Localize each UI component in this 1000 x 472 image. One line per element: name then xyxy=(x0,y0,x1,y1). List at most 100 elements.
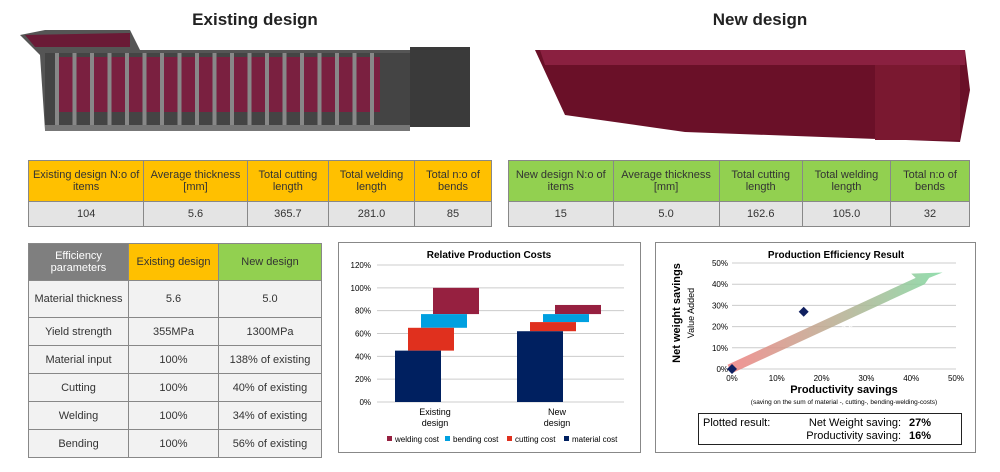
cell-value: 100% xyxy=(128,373,219,402)
legend-label: welding cost xyxy=(394,435,440,444)
plotted-result-box: Plotted result: Net Weight saving: 27% P… xyxy=(698,413,962,445)
cell-value: 162.6 xyxy=(718,201,803,227)
cell-value: 32 xyxy=(890,201,970,227)
column-header: Existing design N:o of items xyxy=(27,160,145,202)
column-header: Total n:o of bends xyxy=(890,160,970,202)
row-label: Cutting xyxy=(28,373,129,402)
y-tick-label: 20% xyxy=(355,375,371,384)
net-weight-label: Net Weight saving: xyxy=(808,417,901,429)
column-header: Total welding length xyxy=(801,160,892,202)
y-tick-label: 80% xyxy=(355,307,371,316)
productivity-value: 16% xyxy=(909,430,932,442)
x-tick-label: 20% xyxy=(814,374,830,383)
data-point xyxy=(727,364,737,374)
cell-value: 100% xyxy=(128,345,219,374)
row-label: Material thickness xyxy=(28,280,129,318)
header-parameters: Efficiency parameters xyxy=(28,243,129,281)
x-tick-label: design xyxy=(544,418,571,428)
table-row: Welding 100% 34% of existing xyxy=(28,401,322,430)
plotted-result-label: Plotted result: xyxy=(703,417,771,429)
legend-swatch xyxy=(387,436,392,441)
cell-value: 5.6 xyxy=(128,280,219,318)
table-row: Yield strength 355MPa 1300MPa xyxy=(28,317,322,346)
y-tick-label: 30% xyxy=(712,301,728,310)
new-design-image xyxy=(535,50,970,142)
column-header: New design N:o of items xyxy=(508,160,614,202)
table-row: Material thickness 5.6 5.0 xyxy=(28,280,322,318)
cell-value: 5.0 xyxy=(218,280,322,318)
legend-label: bending cost xyxy=(453,435,499,444)
row-label: Bending xyxy=(28,429,129,458)
bar-cutting-cost xyxy=(408,327,454,351)
x-tick-label: 40% xyxy=(903,374,919,383)
cell-value: 5.6 xyxy=(143,201,248,227)
column-header: Total welding length xyxy=(327,160,416,202)
column-header: Average thickness [mm] xyxy=(143,160,248,202)
row-label: Welding xyxy=(28,401,129,430)
y-tick-label: 10% xyxy=(712,344,728,353)
cell-value: 355MPa xyxy=(128,317,219,346)
table-row: Cutting 100% 40% of existing xyxy=(28,373,322,402)
cell-value: 1300MPa xyxy=(218,317,322,346)
table-row: Material input 100% 138% of existing xyxy=(28,345,322,374)
y-tick-label: 100% xyxy=(351,284,371,293)
column-header: Total cutting length xyxy=(718,160,803,202)
row-label: Material input xyxy=(28,345,129,374)
net-weight-value: 27% xyxy=(909,417,932,429)
y-axis-label: Net weight savings xyxy=(671,263,683,363)
bar-bending-cost xyxy=(543,314,589,323)
x-tick-label: New xyxy=(548,407,567,417)
header-existing: Existing design xyxy=(128,243,219,281)
y-tick-label: 40% xyxy=(712,280,728,289)
y-tick-label: 0% xyxy=(716,365,728,374)
row-label: Yield strength xyxy=(28,317,129,346)
y-axis-sublabel: Value Added xyxy=(686,288,696,338)
efficiency-arrow xyxy=(727,272,943,374)
existing-design-image xyxy=(20,30,470,131)
x-tick-label: design xyxy=(422,418,449,428)
column-header: Total cutting length xyxy=(246,160,329,202)
productivity-label: Productivity saving: xyxy=(806,430,901,442)
cell-value: 56% of existing xyxy=(218,429,322,458)
cell-value: 40% of existing xyxy=(218,373,322,402)
table-row: Bending 100% 56% of existing xyxy=(28,429,322,458)
cell-value: 34% of existing xyxy=(218,401,322,430)
cell-value: 100% xyxy=(128,401,219,430)
y-tick-label: 0% xyxy=(359,398,371,407)
legend-label: cutting cost xyxy=(515,435,556,444)
x-axis-label: Productivity savings xyxy=(790,384,898,396)
x-tick-label: 0% xyxy=(726,374,738,383)
cell-value: 365.7 xyxy=(246,201,329,227)
efficiency-table: Efficiency parameters Existing design Ne… xyxy=(28,243,322,458)
legend-label: material cost xyxy=(572,435,618,444)
header-new: New design xyxy=(218,243,322,281)
x-tick-label: 30% xyxy=(858,374,874,383)
column-header: Average thickness [mm] xyxy=(612,160,720,202)
cell-value: 104 xyxy=(27,201,145,227)
bar-material-cost xyxy=(395,350,441,402)
y-tick-label: 60% xyxy=(355,330,371,339)
x-axis-sublabel: (saving on the sum of material -, cuttin… xyxy=(751,399,937,406)
bar-material-cost xyxy=(517,331,563,402)
efficiency-result-chart: Production Efficiency Result 0% 10% 20% 30% 4… xyxy=(655,242,976,453)
chart-title: Relative Production Costs xyxy=(427,250,552,261)
x-tick-label: 50% xyxy=(948,374,964,383)
cell-value: 85 xyxy=(414,201,492,227)
data-point xyxy=(798,306,809,317)
x-tick-label: 10% xyxy=(769,374,785,383)
legend-swatch xyxy=(445,436,450,441)
cell-value: 5.0 xyxy=(612,201,720,227)
cell-value: 138% of existing xyxy=(218,345,322,374)
bar-cutting-cost xyxy=(530,322,576,332)
bar-welding-cost xyxy=(433,287,479,315)
chart-title: Production Efficiency Result xyxy=(768,250,905,261)
new-design-title: New design xyxy=(712,10,808,29)
existing-design-title: Existing design xyxy=(192,10,318,29)
y-tick-label: 40% xyxy=(355,352,371,361)
bar-welding-cost xyxy=(555,304,601,315)
legend-swatch xyxy=(507,436,512,441)
cell-value: 105.0 xyxy=(801,201,892,227)
new-design-table: New design N:o of items Average thickness… xyxy=(508,160,970,227)
bar-bending-cost xyxy=(421,314,467,328)
cell-value: 15 xyxy=(508,201,614,227)
